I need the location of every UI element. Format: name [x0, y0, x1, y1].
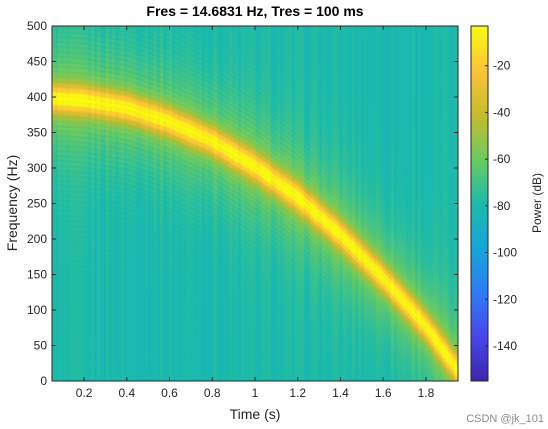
- x-tick-label: 1.8: [418, 386, 435, 400]
- y-tick-label: 500: [27, 19, 47, 33]
- y-axis-label: Frequency (Hz): [4, 155, 20, 251]
- colorbar: -20 -40 -60 -80 -100 -120 -140 Power (dB): [470, 25, 544, 382]
- colorbar-tick-label: -60: [493, 152, 511, 166]
- y-tick-label: 250: [27, 197, 47, 211]
- x-tick-label: 0.4: [118, 386, 135, 400]
- y-tick-label: 0: [40, 374, 47, 388]
- x-tick-label: 1.2: [289, 386, 306, 400]
- x-tick-label: 0.2: [76, 386, 93, 400]
- y-tick-label: 150: [27, 268, 47, 282]
- chart-title: Fres = 14.6831 Hz, Tres = 100 ms: [146, 3, 363, 19]
- y-axis-ticks: 0 50 100 150 200 250 300 350 400 450 500: [27, 19, 458, 388]
- colorbar-label: Power (dB): [530, 173, 544, 233]
- x-tick-label: 1.6: [375, 386, 392, 400]
- x-tick-label: 0.8: [204, 386, 221, 400]
- colorbar-tick-label: -100: [493, 246, 517, 260]
- y-tick-label: 100: [27, 303, 47, 317]
- colorbar-tick-label: -80: [493, 199, 511, 213]
- x-tick-label: 1.4: [332, 386, 349, 400]
- watermark-text: CSDN @jk_101: [466, 413, 544, 425]
- y-tick-label: 200: [27, 232, 47, 246]
- x-axis-label: Time (s): [230, 406, 281, 422]
- x-axis-ticks: 0.2 0.4 0.6 0.8 1 1.2 1.4 1.6 1.8: [76, 26, 435, 400]
- colorbar-tick-label: -40: [493, 105, 511, 119]
- y-tick-label: 300: [27, 161, 47, 175]
- colorbar-tick-label: -120: [493, 292, 517, 306]
- y-tick-label: 400: [27, 90, 47, 104]
- plot-area: [52, 26, 458, 381]
- y-tick-label: 50: [34, 339, 48, 353]
- colorbar-ticks: -20 -40 -60 -80 -100 -120 -140: [485, 59, 517, 353]
- colorbar-tick-label: -20: [493, 59, 511, 73]
- colorbar-scale: [470, 25, 489, 382]
- y-tick-label: 350: [27, 126, 47, 140]
- y-tick-label: 450: [27, 55, 47, 69]
- x-tick-label: 0.6: [161, 386, 178, 400]
- colorbar-tick-label: -140: [493, 339, 517, 353]
- spectrogram-heatmap: [52, 26, 458, 381]
- x-tick-label: 1: [252, 386, 259, 400]
